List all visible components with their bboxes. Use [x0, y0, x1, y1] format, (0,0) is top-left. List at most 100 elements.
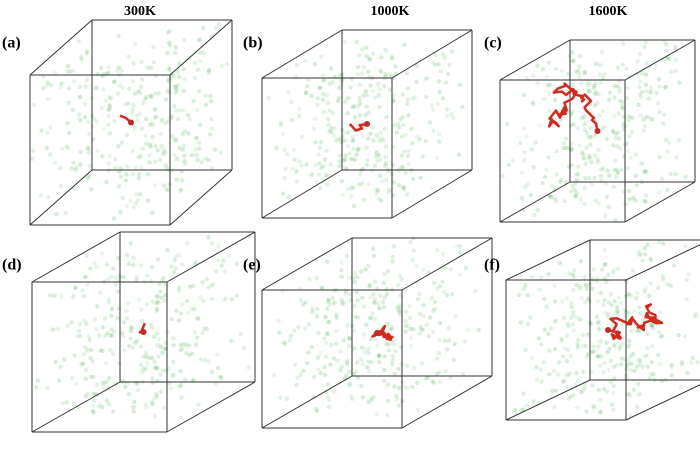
atom [386, 187, 392, 192]
atom [612, 95, 617, 100]
atom [648, 258, 654, 264]
atom [367, 345, 373, 351]
atom [637, 92, 643, 97]
tracer-atom [374, 330, 380, 336]
atom [668, 283, 674, 289]
atom [280, 131, 286, 137]
atom [368, 83, 373, 88]
atom [445, 347, 450, 352]
atom [620, 41, 626, 46]
atom [519, 407, 524, 413]
atom [360, 47, 365, 52]
atom [39, 128, 44, 133]
atom [552, 405, 557, 410]
atom [660, 277, 666, 282]
atom [613, 136, 619, 141]
atom [633, 173, 638, 178]
cube-edge [505, 239, 591, 281]
atom [378, 69, 384, 74]
atom [302, 58, 308, 63]
atom [99, 405, 105, 410]
atom [628, 293, 633, 298]
atom [577, 283, 582, 288]
atom [313, 140, 318, 145]
atom [347, 381, 353, 386]
atom [666, 56, 671, 62]
cube-edge [505, 379, 591, 421]
atom [644, 89, 650, 94]
atom [303, 326, 308, 331]
atom [588, 142, 593, 147]
atom [448, 267, 453, 272]
atom [165, 166, 171, 172]
atom [395, 282, 401, 287]
atom [420, 327, 425, 333]
atom [340, 179, 345, 184]
atom [406, 161, 411, 166]
atom [351, 104, 357, 109]
atom [285, 152, 290, 157]
atom [544, 74, 549, 79]
atom [538, 367, 543, 372]
atom [401, 165, 406, 170]
atom [360, 166, 366, 172]
atom [611, 407, 616, 412]
atom [154, 393, 159, 399]
atom [198, 295, 203, 300]
atom [171, 372, 177, 377]
atom [325, 331, 330, 337]
atom [521, 391, 526, 396]
atom [541, 360, 546, 365]
atom [186, 130, 191, 136]
atom [642, 169, 647, 175]
atom [665, 282, 670, 287]
atom [297, 106, 302, 112]
atom [575, 315, 580, 320]
atom [605, 272, 611, 277]
atom [324, 394, 330, 399]
atom [381, 304, 386, 310]
atom [316, 330, 321, 336]
atom [460, 104, 465, 110]
atom [88, 355, 93, 361]
atom [627, 114, 632, 119]
atom [636, 357, 641, 362]
atom [366, 69, 371, 75]
atom [649, 344, 655, 349]
atom [106, 122, 111, 127]
atom [202, 326, 207, 331]
atom [152, 414, 158, 419]
atom [577, 285, 583, 291]
atom [85, 392, 90, 397]
atom [71, 68, 77, 73]
atom [320, 73, 326, 78]
atom [82, 318, 87, 324]
atom [140, 146, 145, 152]
atom [429, 102, 434, 108]
atom [589, 134, 595, 140]
atom [317, 185, 323, 191]
atom [284, 396, 290, 402]
atom [161, 276, 166, 281]
atom [110, 333, 115, 338]
atom [301, 368, 306, 374]
atom [546, 155, 551, 160]
atom [87, 173, 92, 178]
atom [123, 384, 128, 389]
atom [213, 269, 219, 274]
atom [581, 156, 586, 161]
atom [297, 158, 302, 164]
atom [181, 66, 186, 72]
atom [421, 268, 426, 273]
atom [446, 338, 452, 343]
atom [608, 292, 614, 297]
atom [571, 274, 577, 280]
atom [412, 95, 417, 100]
atom [150, 401, 155, 407]
atom [570, 287, 576, 293]
atom [435, 101, 440, 106]
atom [595, 299, 601, 304]
atom [566, 396, 571, 401]
atom [351, 157, 356, 162]
